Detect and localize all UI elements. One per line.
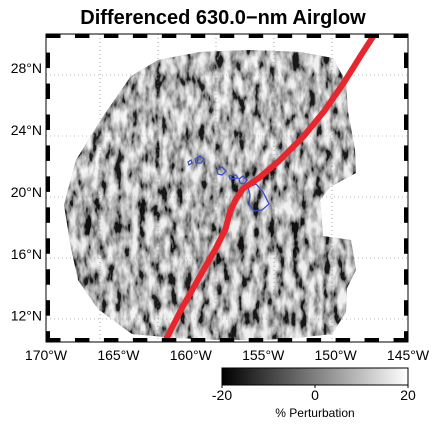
island-kauai [194, 155, 205, 164]
lat-tick-label: 16°N [11, 246, 42, 262]
colorbar: -20 0 20 % Perturbation [212, 367, 416, 420]
colorbar-gradient [221, 367, 409, 386]
colorbar-label: % Perturbation [275, 406, 354, 420]
lon-tick-label: 145°W [387, 347, 430, 363]
graticule [46, 34, 408, 342]
lon-tick-labels: 170°W 165°W 160°W 155°W 150°W 145°W [25, 347, 430, 363]
island-niihau [187, 158, 193, 167]
colorbar-ticks: -20 0 20 [212, 385, 416, 403]
lat-tick-label: 28°N [11, 60, 42, 76]
lon-tick-label: 160°W [170, 347, 213, 363]
lat-tick-label: 12°N [11, 308, 42, 324]
map-frame [45, 33, 409, 343]
hawaiian-islands [187, 155, 270, 212]
lon-tick-label: 155°W [242, 347, 285, 363]
map-area [46, 34, 408, 342]
island-oahu [216, 166, 227, 176]
island-hawaii [247, 183, 270, 212]
lat-tick-labels: 12°N 16°N 20°N 24°N 28°N [11, 60, 42, 324]
track-line [161, 34, 378, 342]
island-molokai [228, 174, 240, 180]
colorbar-tick-label: -20 [212, 387, 232, 403]
lat-tick-label: 24°N [11, 122, 42, 138]
colorbar-tick-label: 0 [311, 387, 319, 403]
airglow-image [64, 50, 356, 340]
island-maui [238, 175, 248, 185]
lon-tick-label: 170°W [25, 347, 68, 363]
lon-tick-label: 165°W [97, 347, 140, 363]
lon-tick-label: 150°W [315, 347, 358, 363]
lat-tick-label: 20°N [11, 184, 42, 200]
map-title: Differenced 630.0−nm Airglow [80, 7, 366, 29]
colorbar-tick-label: 20 [400, 387, 416, 403]
